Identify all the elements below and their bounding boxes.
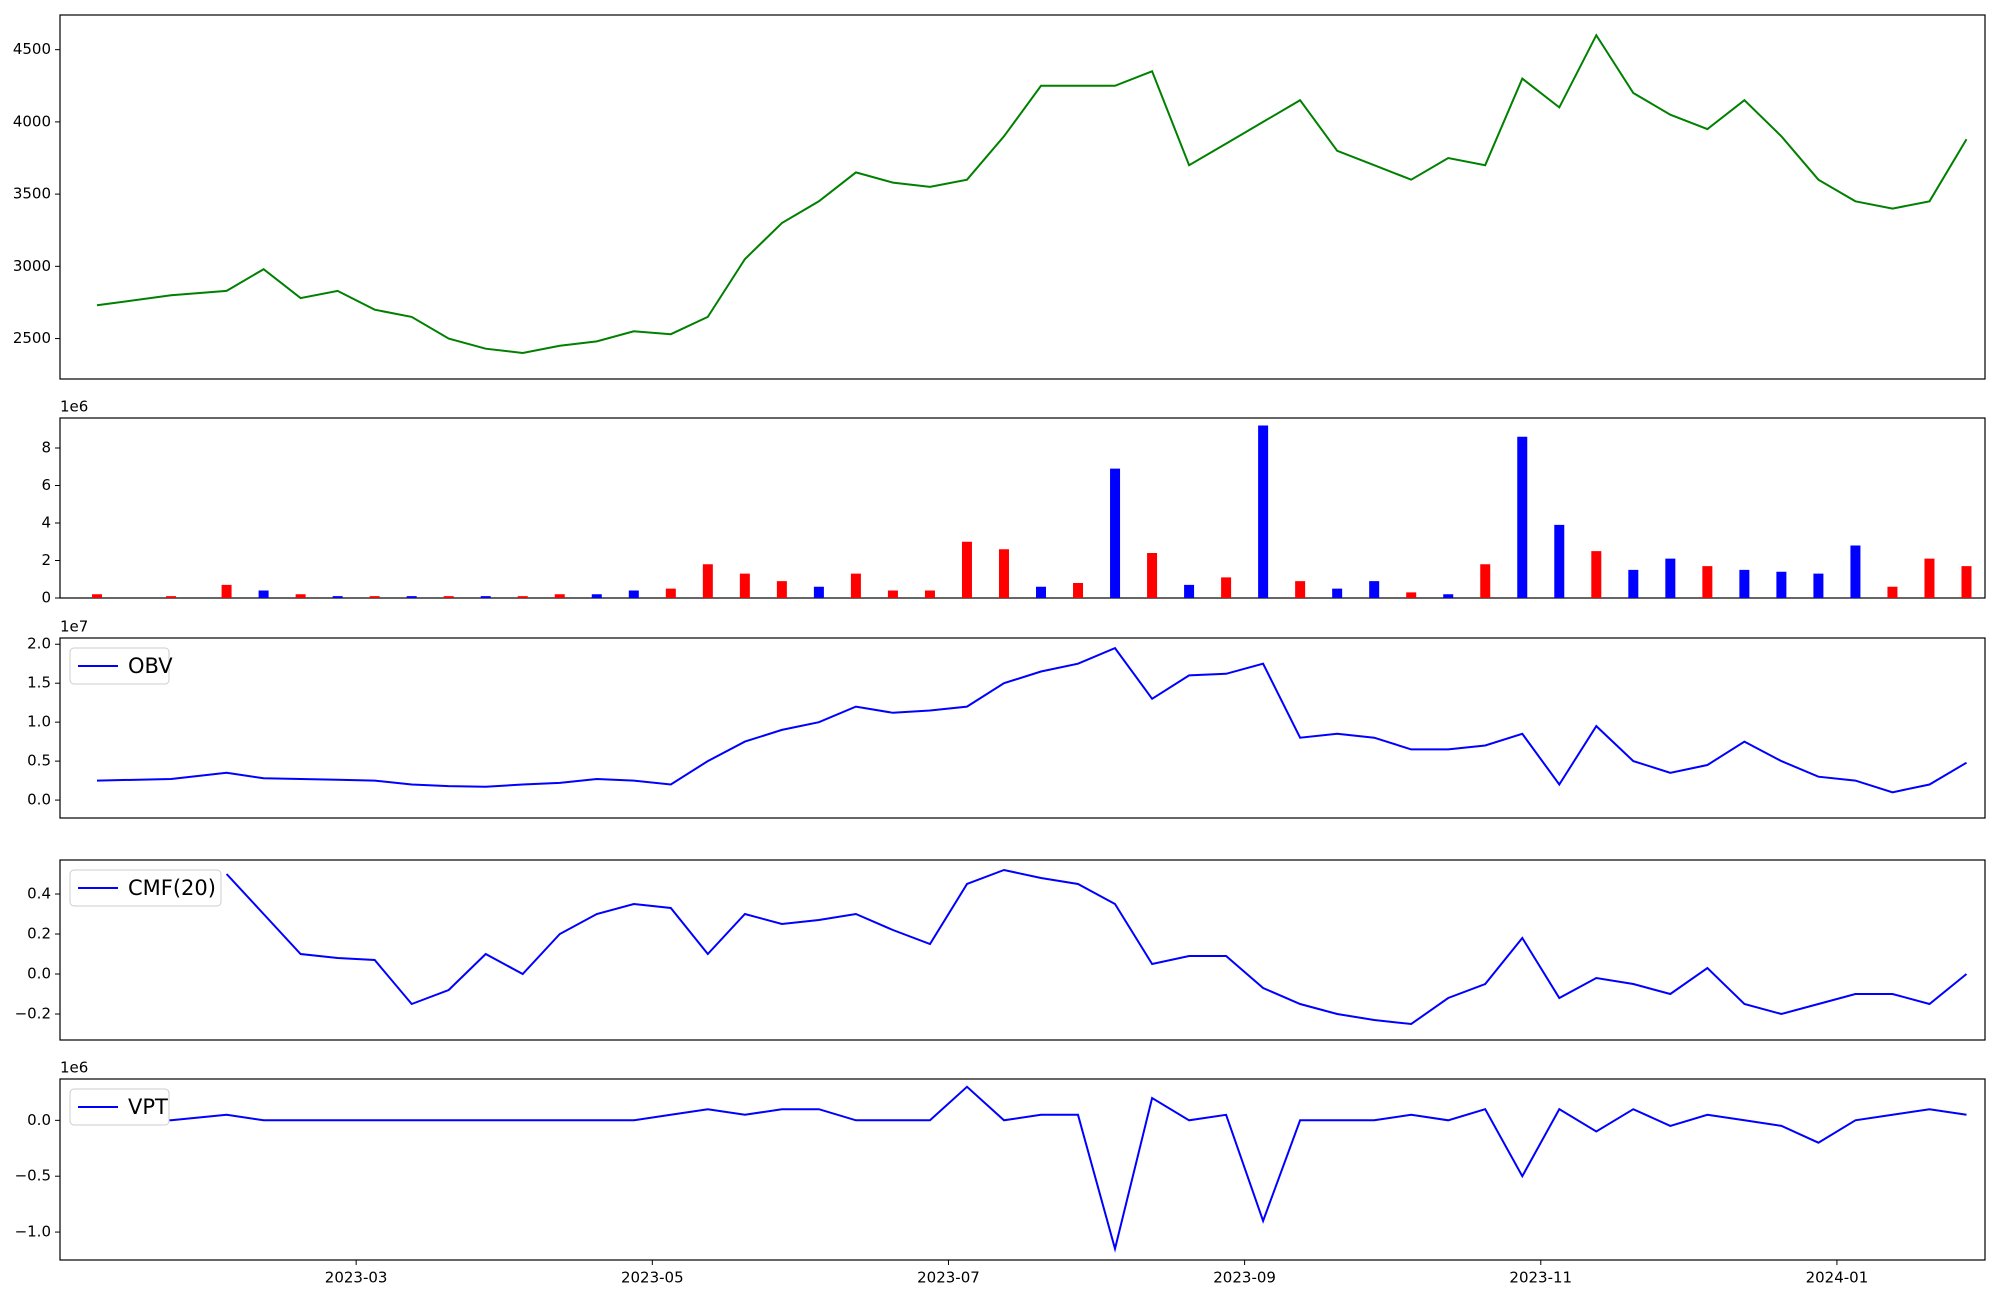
legend-label: CMF(20) — [128, 876, 216, 900]
y-tick-label: 8 — [41, 439, 51, 457]
volume-bar — [1110, 468, 1121, 598]
volume-bar — [961, 541, 972, 598]
volume-bar — [295, 594, 306, 598]
volume-bar — [332, 596, 343, 598]
y-tick-label: 4 — [41, 514, 51, 532]
volume-bar — [1776, 571, 1787, 598]
legend-box — [69, 647, 170, 685]
volume-bar — [1813, 573, 1824, 598]
volume-bar — [1073, 583, 1084, 598]
y-tick-label: 4500 — [13, 40, 51, 58]
volume-bar — [665, 588, 676, 598]
volume-bar — [702, 564, 713, 598]
volume-bar — [1887, 586, 1898, 598]
series-line — [96, 33, 1968, 355]
volume-bar — [1332, 588, 1343, 598]
volume-bar — [517, 596, 528, 598]
y-tick-label: 2.0 — [27, 635, 51, 653]
y-tick-label: 0.2 — [27, 925, 51, 943]
y-tick-label: 0 — [41, 589, 51, 607]
volume-bar — [776, 581, 787, 598]
volume-bar — [1443, 594, 1454, 598]
volume-bar — [924, 590, 935, 598]
volume-bar — [628, 590, 639, 598]
y-tick-label: −1.0 — [15, 1223, 51, 1241]
x-tick-label: 2023-09 — [1213, 1269, 1276, 1287]
y-tick-label: 6 — [41, 476, 51, 494]
y-tick-label: 3500 — [13, 185, 51, 203]
volume-bar — [1258, 425, 1269, 598]
volume-bar — [92, 594, 103, 598]
y-tick-label: 2 — [41, 551, 51, 569]
axes-frame — [59, 859, 1986, 1041]
volume-bar — [554, 594, 565, 598]
y-tick-label: 3000 — [13, 257, 51, 275]
volume-bar — [221, 584, 232, 598]
x-tick-label: 2023-11 — [1509, 1269, 1572, 1287]
volume-bar — [1406, 592, 1417, 598]
volume-bar — [1295, 581, 1306, 598]
series-line — [97, 1085, 1967, 1253]
volume-bar — [1739, 569, 1750, 598]
volume-bar — [406, 596, 417, 598]
volume-bar — [739, 573, 750, 598]
axes-frame — [59, 637, 1986, 819]
volume-bar — [998, 549, 1009, 598]
volume-bar — [1591, 551, 1602, 598]
x-tick-label: 2023-03 — [325, 1269, 388, 1287]
y-tick-label: −0.5 — [15, 1167, 51, 1185]
volume-bar — [1517, 436, 1528, 598]
volume-bar — [1702, 566, 1713, 598]
y-tick-label: 4000 — [13, 112, 51, 130]
volume-bar — [1850, 545, 1861, 598]
legend-label: VPT — [128, 1095, 168, 1119]
legend-box — [69, 1088, 170, 1126]
volume-bar — [1221, 577, 1232, 598]
volume-bar — [1628, 569, 1639, 598]
volume-bar — [1480, 564, 1491, 598]
y-tick-label: 0.0 — [27, 791, 51, 809]
y-tick-label: 0.0 — [27, 1111, 51, 1129]
y-tick-label: 1.0 — [27, 713, 51, 731]
volume-bar — [1369, 581, 1380, 598]
legend-box — [69, 869, 222, 907]
volume-bar — [1554, 524, 1565, 598]
y-tick-label: 2500 — [13, 329, 51, 347]
volume-bar — [480, 596, 491, 598]
volume-bar — [369, 596, 380, 598]
volume-bar — [166, 596, 177, 598]
volume-bar — [1924, 558, 1935, 598]
offset-label: 1e6 — [60, 1059, 88, 1077]
x-tick-label: 2024-01 — [1806, 1269, 1869, 1287]
volume-bar — [887, 590, 898, 598]
volume-bar — [1184, 584, 1195, 598]
x-tick-label: 2023-07 — [917, 1269, 980, 1287]
volume-bar — [1665, 558, 1676, 598]
axes-frame — [59, 1078, 1986, 1261]
axes-frame — [59, 14, 1986, 380]
volume-bar — [591, 594, 602, 598]
volume-bar — [1147, 553, 1158, 598]
y-tick-label: 0.4 — [27, 885, 51, 903]
volume-bar — [850, 573, 861, 598]
volume-bar — [258, 590, 269, 598]
volume-bar — [443, 596, 454, 598]
y-tick-label: 0.0 — [27, 965, 51, 983]
volume-bar — [1961, 566, 1972, 598]
y-tick-label: −0.2 — [15, 1005, 51, 1023]
offset-label: 1e6 — [60, 398, 88, 416]
series-line — [225, 868, 1968, 1026]
y-tick-label: 0.5 — [27, 752, 51, 770]
axes-frame — [59, 417, 1986, 599]
volume-bar — [813, 586, 824, 598]
offset-label: 1e7 — [60, 618, 88, 636]
series-line — [96, 646, 1968, 794]
y-tick-label: 1.5 — [27, 674, 51, 692]
x-tick-label: 2023-05 — [621, 1269, 684, 1287]
legend-label: OBV — [128, 654, 173, 678]
volume-bar — [1036, 586, 1047, 598]
